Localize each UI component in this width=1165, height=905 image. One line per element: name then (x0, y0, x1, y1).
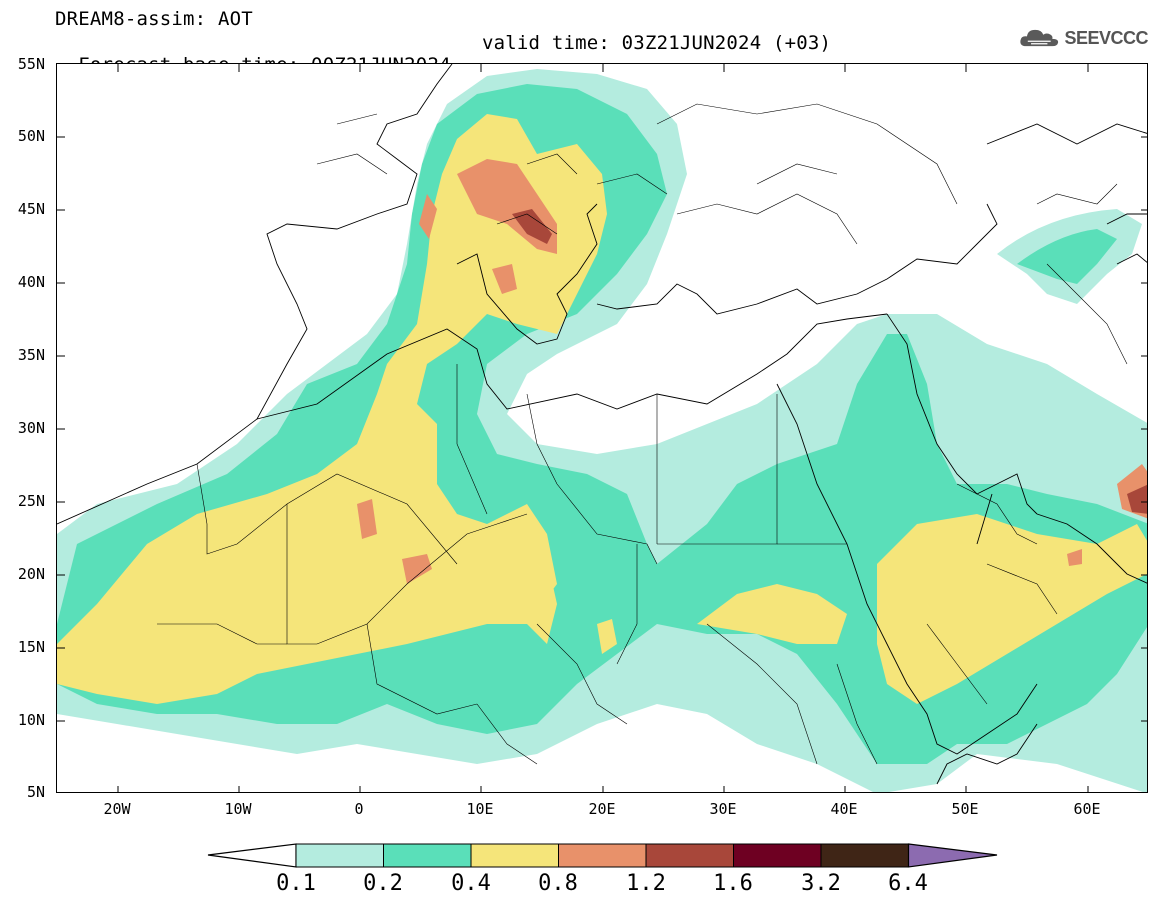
aot-field (57, 69, 1147, 792)
lon-label-0: 0 (354, 800, 364, 818)
colorbar-label-1.6: 1.6 (713, 871, 753, 896)
colorbar-over-arrow (907, 843, 998, 868)
lat-label-40n: 40N (17, 273, 45, 291)
lon-label-50e: 50E (951, 800, 979, 818)
cloud-icon (1020, 29, 1059, 47)
colorbar-bin-2 (383, 843, 472, 868)
colorbar (207, 843, 998, 868)
colorbar-label-0.4: 0.4 (451, 871, 491, 896)
country-borders (157, 103, 1128, 765)
lat-label-25n: 25N (17, 492, 45, 510)
lon-label-30e: 30E (709, 800, 737, 818)
lon-label-20w: 20W (103, 800, 131, 818)
aot-contour-1.2 (512, 209, 552, 244)
aot-contour-0.4 (57, 114, 607, 704)
lat-label-10n: 10N (17, 711, 45, 729)
colorbar-label-1.2: 1.2 (626, 871, 666, 896)
lat-label-55n: 55N (17, 55, 45, 73)
colorbar-bin-1 (295, 843, 384, 868)
colorbar-bin-7 (820, 843, 909, 868)
colorbar-bin-4 (558, 843, 647, 868)
logo-text: SEEVCCC (1064, 27, 1148, 48)
lat-label-50n: 50N (17, 127, 45, 145)
colorbar-label-6.4: 6.4 (888, 871, 928, 896)
seevccc-logo: SEEVCCC (1018, 22, 1148, 54)
lat-label-45n: 45N (17, 200, 45, 218)
lat-label-15n: 15N (17, 638, 45, 656)
lon-label-20e: 20E (588, 800, 616, 818)
lon-label-10e: 10E (466, 800, 494, 818)
colorbar-label-0.2: 0.2 (363, 871, 403, 896)
aot-map (56, 63, 1148, 793)
lat-label-30n: 30N (17, 419, 45, 437)
colorbar-under-arrow (207, 843, 297, 868)
colorbar-bin-5 (645, 843, 734, 868)
valid-time: valid time: 03Z21JUN2024 (+03) (482, 32, 832, 54)
lat-label-5n: 5N (26, 783, 45, 801)
axis-ticks (57, 64, 1147, 792)
lat-label-35n: 35N (17, 346, 45, 364)
lon-label-10w: 10W (224, 800, 252, 818)
map-title: DREAM8-assim: AOT (55, 8, 253, 30)
colorbar-label-3.2: 3.2 (801, 871, 841, 896)
coastlines (57, 64, 1147, 785)
lon-label-40e: 40E (830, 800, 858, 818)
lon-label-60e: 60E (1073, 800, 1101, 818)
colorbar-bin-3 (470, 843, 559, 868)
aot-map-canvas (57, 64, 1147, 792)
lat-label-20n: 20N (17, 565, 45, 583)
colorbar-label-0.8: 0.8 (538, 871, 578, 896)
colorbar-label-0.1: 0.1 (276, 871, 316, 896)
colorbar-bin-6 (733, 843, 822, 868)
